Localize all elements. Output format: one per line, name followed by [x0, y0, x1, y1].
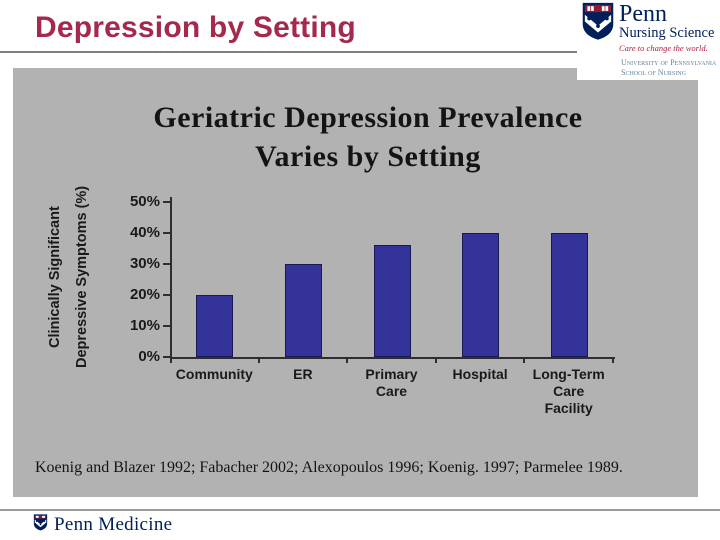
x-category-label-long-term-care-facility: Long-Term Care Facility [521, 366, 617, 417]
logo-tagline: Care to change the world. [619, 43, 708, 53]
bar-chart-plot-area: 0% 10% 20% 30% 40% 50% Community ER Primary Care H… [13, 68, 698, 497]
chart-title-line2: Varies by Setting [255, 140, 481, 173]
chart-title-line1: Geriatric Depression Prevalence [153, 101, 583, 134]
x-tick-mark [257, 357, 260, 363]
chart-panel: Geriatric Depression Prevalence Varies b… [13, 68, 698, 497]
y-tick-label: 50% [129, 193, 160, 210]
chart-title: Geriatric Depression Prevalence Varies b… [38, 98, 698, 176]
x-category-label-line: Facility [544, 400, 593, 416]
x-category-label-line: Long-Term [532, 366, 605, 382]
x-category-label-line: Primary [365, 366, 418, 382]
title-divider-line [0, 51, 578, 53]
bar-hospital [462, 233, 500, 357]
y-tick-mark [163, 263, 170, 265]
penn-medicine-logo: Penn Medicine [33, 514, 172, 536]
logo-nursing-science-text: Nursing Science [619, 25, 715, 41]
penn-nursing-logo: Penn Nursing Science Care to change the … [577, 0, 720, 80]
logo-school-line: School of Nursing [621, 67, 686, 77]
x-category-label-line: ER [293, 366, 313, 382]
citation-text: Koenig and Blazer 1992; Fabacher 2002; A… [35, 459, 623, 476]
x-category-label-primary-care: Primary Care [344, 366, 440, 400]
y-tick-mark [163, 201, 170, 203]
x-category-label-line: Care [553, 383, 585, 399]
y-tick-mark [163, 294, 170, 296]
bar-long-term-care-facility [550, 233, 588, 357]
y-axis-line [170, 197, 172, 363]
y-tick-mark [163, 232, 170, 234]
x-category-label-line: Hospital [452, 366, 508, 382]
y-tick-mark [163, 356, 170, 358]
penn-shield-icon [581, 2, 615, 53]
bar-community [196, 295, 234, 357]
bar-primary-care [373, 245, 411, 357]
x-category-label-hospital: Hospital [432, 366, 528, 383]
x-category-label-community: Community [166, 366, 262, 383]
y-tick-label: 40% [129, 224, 160, 241]
penn-medicine-text: Penn Medicine [54, 514, 173, 535]
x-axis-line [170, 357, 615, 359]
x-category-label-er: ER [255, 366, 351, 383]
x-tick-mark [523, 357, 526, 363]
y-tick-label: 30% [129, 255, 160, 272]
x-tick-mark [346, 357, 349, 363]
footer-divider-line [0, 509, 720, 511]
x-category-label-line: Community [175, 366, 253, 382]
slide-title: Depression by Setting [35, 11, 356, 44]
bar-er [284, 264, 322, 357]
penn-shield-small-icon [33, 514, 48, 536]
logo-university-line: University of Pennsylvania [621, 58, 717, 67]
x-category-label-line: Care [375, 383, 408, 399]
y-tick-label: 0% [138, 348, 160, 365]
x-tick-mark [434, 357, 437, 363]
x-tick-mark [612, 357, 614, 363]
y-tick-label: 20% [129, 286, 160, 303]
y-tick-mark [163, 325, 170, 327]
logo-penn-text: Penn [619, 1, 667, 27]
y-tick-label: 10% [129, 317, 160, 334]
